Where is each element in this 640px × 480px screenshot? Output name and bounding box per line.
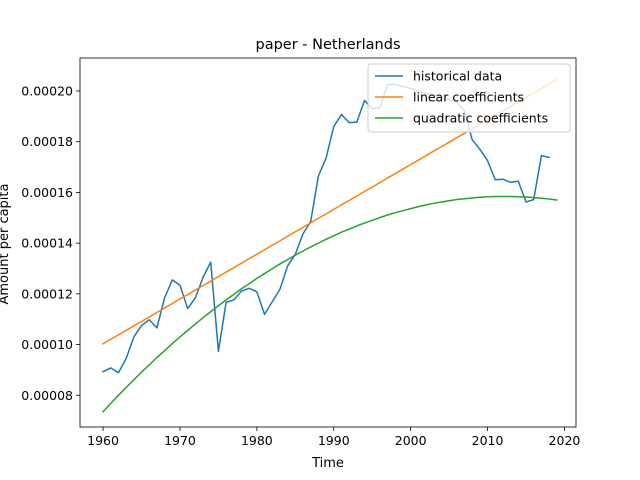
legend-label-1: historical data: [413, 69, 502, 84]
x-tick-label: 1970: [164, 433, 196, 448]
x-tick-label: 2020: [549, 433, 581, 448]
y-axis-label: Amount per capita: [0, 184, 12, 305]
legend-label-2: linear coefficients: [413, 90, 524, 105]
x-tick-label: 1990: [318, 433, 350, 448]
x-axis-label: Time: [311, 456, 344, 471]
y-tick-label: 0.00016: [21, 185, 73, 200]
series-line-3: [102, 195, 558, 413]
series-line-1: [102, 83, 550, 374]
y-axis: 0.00008 0.00010 0.00012 0.00014 0.00016 0.000…: [21, 83, 80, 403]
y-tick-label: 0.00018: [21, 134, 73, 149]
axes-frame: [79, 57, 577, 428]
y-tick-label: 0.00014: [21, 236, 73, 251]
y-tick-label: 0.00008: [21, 388, 73, 403]
legend: historical data linear coefficients quadra…: [367, 63, 571, 133]
legend-box: [367, 63, 571, 133]
x-tick-label: 2010: [472, 433, 504, 448]
x-axis: 1960 1970 1980 1990 2000 2010 2020: [87, 427, 580, 448]
plot-area: [79, 57, 577, 428]
x-tick-label: 1960: [87, 433, 119, 448]
y-tick-label: 0.00010: [21, 337, 73, 352]
chart-title: paper - Netherlands: [255, 37, 400, 53]
y-tick-label: 0.00012: [21, 286, 73, 301]
legend-label-3: quadratic coefficients: [413, 111, 548, 126]
x-tick-label: 1980: [241, 433, 273, 448]
y-tick-label: 0.00020: [21, 83, 73, 98]
x-tick-label: 2000: [395, 433, 427, 448]
